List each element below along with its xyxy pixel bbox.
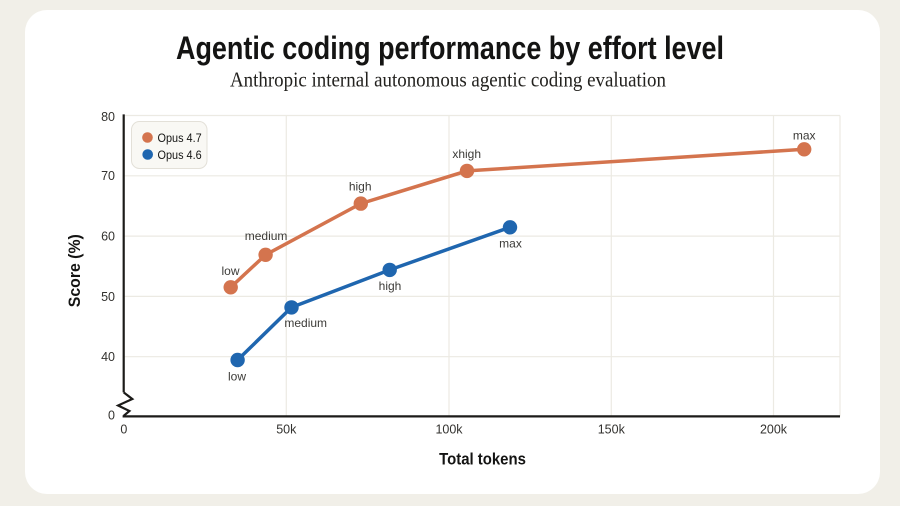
svg-text:60: 60	[101, 230, 115, 244]
svg-text:100k: 100k	[435, 422, 463, 436]
svg-text:200k: 200k	[760, 422, 788, 436]
svg-text:high: high	[349, 180, 372, 194]
svg-text:50: 50	[101, 290, 115, 304]
svg-text:medium: medium	[245, 229, 288, 243]
svg-text:150k: 150k	[598, 422, 626, 436]
svg-text:Anthropic internal autonomous: Anthropic internal autonomous agentic co…	[230, 68, 666, 92]
svg-text:50k: 50k	[276, 422, 297, 436]
svg-text:low: low	[221, 264, 239, 278]
svg-text:low: low	[228, 369, 246, 383]
svg-text:high: high	[379, 279, 402, 293]
svg-text:Opus 4.6: Opus 4.6	[158, 148, 202, 162]
svg-text:Score (%): Score (%)	[66, 234, 84, 307]
svg-text:Agentic coding performance by: Agentic coding performance by effort lev…	[176, 30, 724, 66]
svg-text:xhigh: xhigh	[452, 147, 481, 161]
svg-text:0: 0	[108, 409, 115, 423]
svg-text:max: max	[499, 237, 522, 251]
svg-text:max: max	[793, 128, 816, 142]
svg-text:Opus 4.7: Opus 4.7	[158, 131, 202, 145]
svg-text:0: 0	[120, 422, 127, 436]
svg-text:80: 80	[101, 110, 115, 124]
svg-text:40: 40	[101, 350, 115, 364]
svg-text:70: 70	[101, 169, 115, 183]
svg-text:medium: medium	[284, 316, 327, 330]
svg-text:Total tokens: Total tokens	[439, 450, 526, 469]
